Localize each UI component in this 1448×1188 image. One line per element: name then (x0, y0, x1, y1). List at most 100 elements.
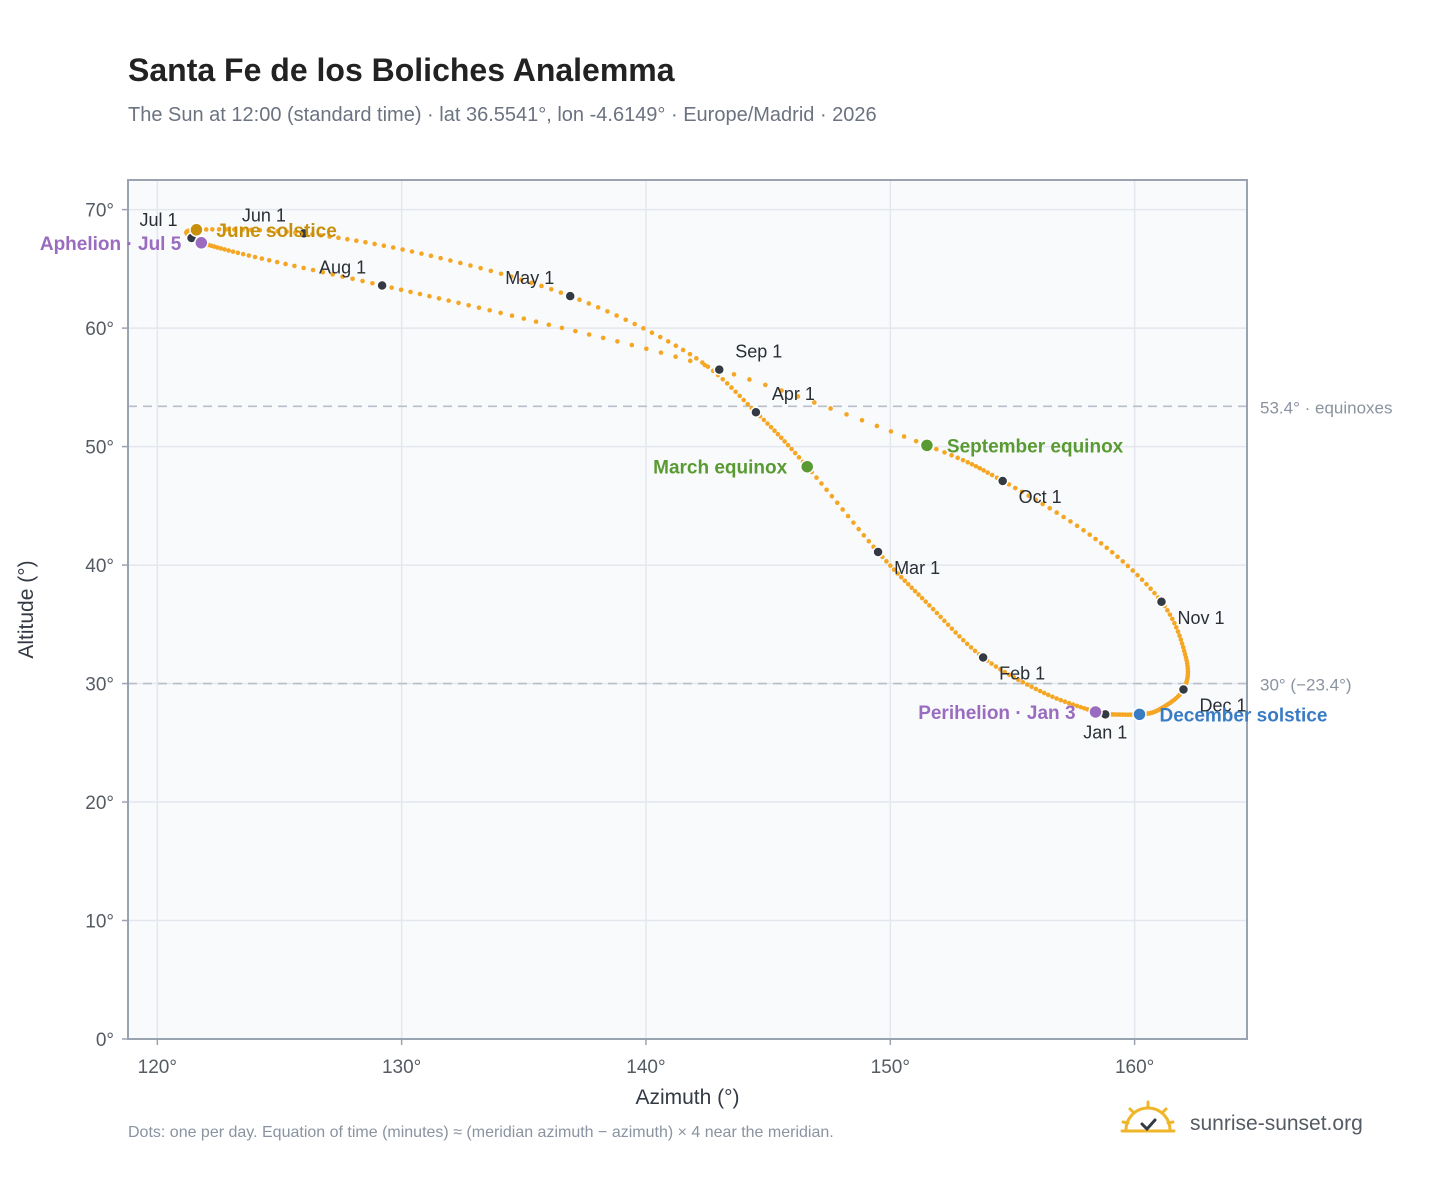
y-tick-label: 40° (85, 556, 114, 577)
daily-sun-dot (1081, 705, 1087, 711)
daily-sun-dot (427, 293, 432, 299)
daily-sun-dot (446, 298, 451, 303)
daily-sun-dot (1172, 620, 1177, 626)
daily-sun-dot (899, 574, 904, 580)
daily-sun-dot (1033, 686, 1039, 692)
event-marker-label: December solstice (1159, 705, 1327, 726)
daily-sun-dot (248, 227, 254, 233)
daily-sun-dot (1165, 608, 1170, 613)
daily-sun-dot (1054, 696, 1059, 701)
month-marker-dot (750, 406, 762, 418)
month-marker-label: Apr 1 (772, 384, 815, 404)
daily-sun-dot (1045, 692, 1051, 698)
daily-sun-dot (389, 285, 394, 290)
daily-sun-dot (785, 442, 791, 448)
daily-sun-dot (1078, 704, 1083, 710)
daily-sun-dot (1144, 581, 1149, 587)
daily-sun-dot (1167, 612, 1173, 617)
daily-sun-dot (745, 401, 751, 407)
daily-sun-dot (945, 622, 951, 628)
daily-sun-dot (558, 290, 564, 295)
x-tick-label: 150° (871, 1057, 910, 1078)
month-marker-dot (1155, 596, 1168, 608)
daily-sun-dot (252, 254, 258, 260)
month-marker-label: Mar 1 (894, 558, 940, 578)
daily-sun-dot (456, 300, 461, 306)
y-tick-label: 70° (85, 201, 114, 222)
daily-sun-dot (673, 343, 679, 349)
daily-sun-dot (246, 253, 252, 258)
daily-sun-dot (1020, 679, 1026, 685)
daily-sun-dot (586, 332, 592, 337)
daily-sun-dot (989, 661, 994, 666)
daily-sun-dot (1011, 675, 1017, 680)
daily-sun-dot (283, 261, 288, 267)
daily-sun-dot (1178, 637, 1184, 642)
daily-sun-dot (844, 412, 849, 417)
daily-sun-dot (301, 265, 306, 271)
reference-line-label: 30° (−23.4°) (1260, 676, 1352, 695)
daily-sun-dot (694, 356, 699, 361)
daily-sun-dot (761, 417, 767, 423)
daily-sun-dot (729, 385, 734, 390)
analemma-curve (184, 227, 1191, 718)
month-marker-label: Oct 1 (1019, 487, 1062, 507)
daily-sun-dot (468, 263, 473, 268)
daily-sun-dot (370, 280, 375, 286)
daily-sun-dot (398, 287, 404, 293)
daily-sun-dot (796, 455, 802, 460)
daily-sun-dot (657, 334, 663, 340)
daily-sun-dot (913, 438, 919, 444)
daily-sun-dot (888, 429, 894, 434)
daily-sun-dot (1135, 572, 1140, 578)
month-marker-dot (1177, 683, 1190, 696)
daily-sun-dot (381, 243, 387, 248)
daily-sun-dot (1104, 545, 1110, 551)
daily-sun-dot (240, 227, 245, 232)
daily-sun-dot (417, 291, 423, 297)
daily-sun-dot (257, 227, 263, 233)
daily-sun-dot (1177, 633, 1182, 638)
daily-sun-dot (942, 450, 947, 455)
event-marker-dot (799, 459, 815, 474)
month-marker-dot (996, 475, 1009, 487)
month-marker-dot (713, 363, 726, 376)
daily-sun-dot (586, 301, 592, 306)
daily-sun-dot (955, 455, 960, 461)
daily-sun-dot (901, 434, 907, 439)
month-marker-label: Feb 1 (999, 663, 1045, 683)
daily-sun-dot (327, 234, 332, 239)
daily-sun-dot (1062, 699, 1068, 704)
daily-sun-dot (953, 630, 958, 635)
daily-sun-dot (977, 465, 983, 471)
daily-sun-dot (927, 603, 932, 608)
daily-sun-dot (737, 393, 742, 399)
daily-sun-dot (1041, 690, 1047, 696)
x-tick-label: 160° (1115, 1057, 1154, 1078)
daily-sun-dot (969, 461, 975, 467)
daily-sun-dot (390, 245, 396, 250)
daily-sun-dot (577, 297, 582, 303)
daily-sun-dot (919, 595, 925, 601)
daily-sun-dot (658, 350, 664, 355)
daily-sun-dot (702, 362, 708, 368)
daily-sun-dot (916, 592, 921, 597)
daily-sun-dot (1098, 541, 1104, 546)
daily-sun-dot (1024, 682, 1030, 687)
brand[interactable]: sunrise-sunset.org (1120, 1100, 1390, 1148)
daily-sun-dot (792, 450, 798, 456)
daily-sun-dot (934, 446, 939, 452)
daily-sun-dot (724, 381, 730, 386)
daily-sun-dot (230, 249, 236, 254)
daily-sun-dot (408, 289, 413, 295)
daily-sun-dot (559, 325, 565, 331)
daily-sun-dot (519, 277, 524, 282)
event-marker-dot (1088, 704, 1103, 720)
daily-sun-dot (1087, 532, 1092, 537)
daily-sun-dot (226, 248, 231, 253)
daily-sun-dot (320, 269, 326, 275)
daily-sun-dot (957, 634, 962, 639)
daily-sun-dot (1037, 688, 1043, 694)
event-marker-label: Perihelion · Jan 3 (918, 703, 1075, 724)
